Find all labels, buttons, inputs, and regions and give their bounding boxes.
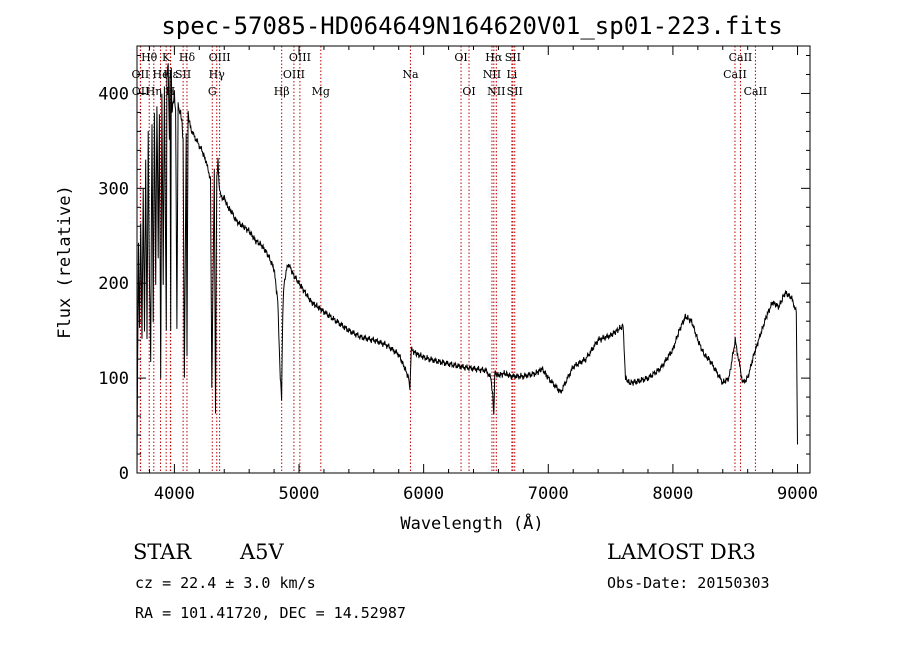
x-tick-label: 4000 <box>154 484 195 504</box>
reference-line-label: OIII <box>209 51 231 64</box>
reference-line-label: Hγ <box>209 68 226 81</box>
y-axis-label: Flux (relative) <box>55 185 75 339</box>
reference-line-label: OI <box>454 51 467 64</box>
x-tick-label: 6000 <box>403 484 444 504</box>
reference-line-label: OI <box>462 85 475 98</box>
observation-date: Obs-Date: 20150303 <box>607 574 770 592</box>
reference-line-label: Na <box>402 68 419 81</box>
reference-line-label: Hδ <box>179 51 196 64</box>
survey-name: LAMOST DR3 <box>607 540 756 564</box>
ra-dec-coordinates: RA = 101.41720, DEC = 14.52987 <box>135 604 406 622</box>
reference-line-label: G <box>208 85 217 98</box>
reference-lines <box>139 46 756 473</box>
x-tick-label: 5000 <box>279 484 320 504</box>
reference-line-label: SII <box>175 68 191 81</box>
reference-line-label: OII <box>132 85 150 98</box>
y-tick-label: 400 <box>98 84 129 104</box>
reference-line-label: NII <box>483 68 501 81</box>
reference-line-label: OIII <box>283 68 305 81</box>
redshift-cz: cz = 22.4 ± 3.0 km/s <box>135 574 316 592</box>
x-tick-label: 8000 <box>652 484 693 504</box>
x-tick-label: 9000 <box>777 484 818 504</box>
reference-line-label: SII <box>507 85 523 98</box>
reference-line-label: He <box>153 68 169 81</box>
y-tick-label: 200 <box>98 274 129 294</box>
reference-line-label: SII <box>505 51 521 64</box>
x-tick-label: 7000 <box>528 484 569 504</box>
object-class: STAR <box>133 540 192 564</box>
chart-title: spec-57085-HD064649N164620V01_sp01-223.f… <box>161 12 782 40</box>
reference-line-label: Mg <box>312 85 330 98</box>
reference-line-label: Hθ <box>141 51 158 64</box>
reference-line-label: CaII <box>723 68 747 81</box>
reference-line-label: Hα <box>485 51 503 64</box>
y-tick-label: 0 <box>119 464 129 484</box>
reference-line-label: Li <box>506 68 517 81</box>
reference-line-label: NII <box>487 85 505 98</box>
x-axis-label: Wavelength (Å) <box>400 512 543 534</box>
object-subclass: A5V <box>240 540 284 564</box>
plot-frame <box>136 45 811 474</box>
reference-line-label: OIII <box>289 51 311 64</box>
y-tick-label: 100 <box>98 369 129 389</box>
reference-line-label: CaII <box>744 85 768 98</box>
spectrum-series-line <box>136 63 798 473</box>
reference-line-label: CaII <box>729 51 753 64</box>
y-axis-ticks: 0 100 200 300 400 <box>98 54 810 484</box>
reference-line-label: Hη <box>146 85 162 98</box>
y-tick-label: 300 <box>98 179 129 199</box>
reference-line-label: Hβ <box>274 85 290 98</box>
reference-line-label: K <box>162 51 171 64</box>
x-axis-ticks: 4000 5000 6000 7000 8000 9000 <box>148 46 818 504</box>
